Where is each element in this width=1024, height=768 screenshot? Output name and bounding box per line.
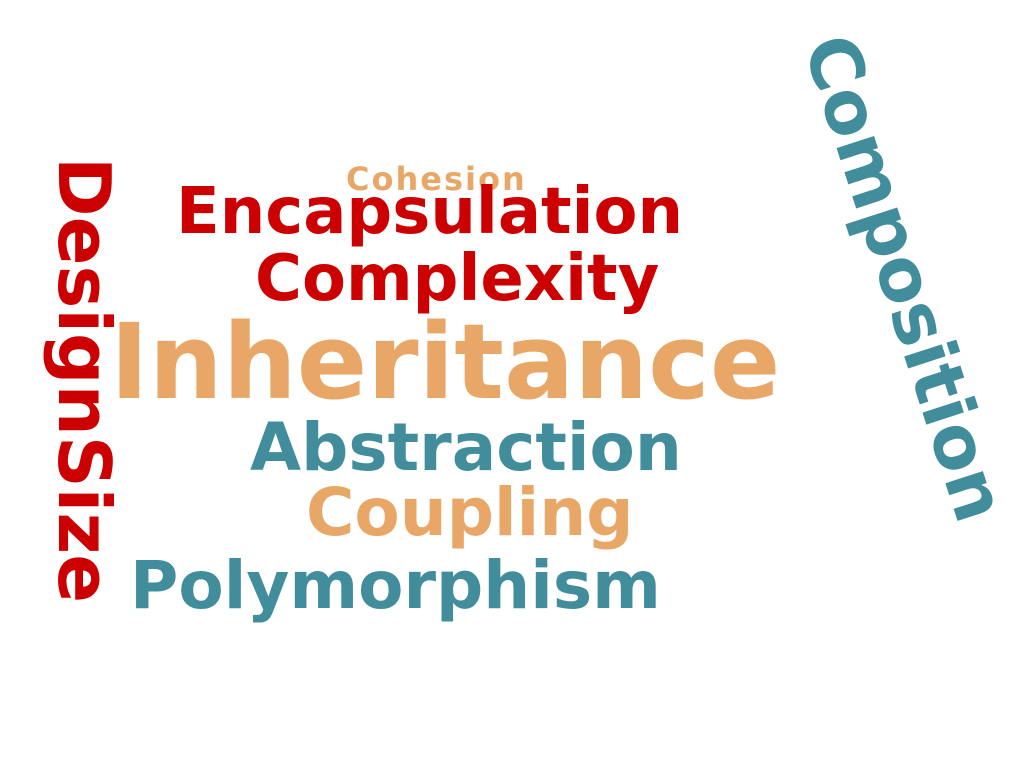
word-complexity: Complexity	[255, 242, 660, 316]
word-coupling: Coupling	[306, 474, 634, 551]
word-encapsulation: Encapsulation	[176, 175, 684, 249]
word-polymorphism: Polymorphism	[130, 547, 661, 624]
word-cohesion: Cohesion	[346, 160, 527, 198]
word-inheritance: Inheritance	[110, 301, 781, 423]
word-composition: Composition	[786, 24, 1024, 532]
word-designsize: DesignSize	[42, 156, 126, 604]
word-abstraction: Abstraction	[250, 409, 682, 486]
